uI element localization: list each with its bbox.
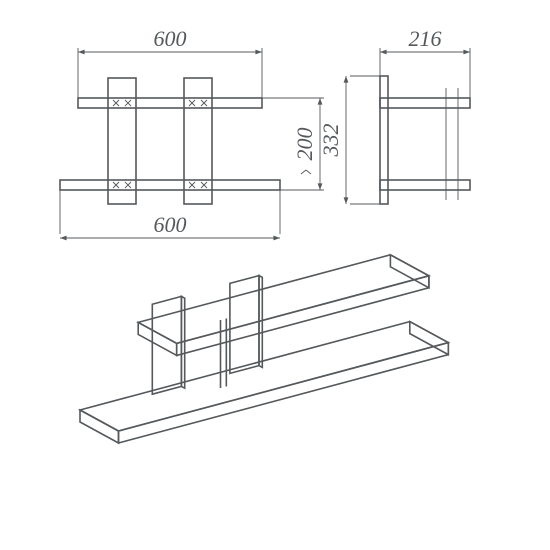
dim-side-height-label: 332 — [318, 124, 343, 158]
isometric-view — [80, 255, 448, 443]
technical-drawing: 600 600 200 216 332 — [0, 0, 550, 550]
front-upright-1 — [184, 78, 212, 204]
dim-front-top-label: 600 — [154, 26, 187, 51]
dim-front-top: 600 — [78, 26, 262, 98]
dim-side-width-label: 216 — [409, 26, 442, 51]
side-bottom-shelf — [380, 180, 470, 190]
front-top-shelf — [78, 98, 262, 108]
front-upright-0 — [108, 78, 136, 204]
dim-front-height-label: 200 — [292, 128, 317, 161]
dim-front-bottom-label: 600 — [154, 212, 187, 237]
dim-side-height: 332 — [318, 76, 380, 204]
side-top-shelf — [380, 98, 470, 108]
dim-front-bottom: 600 — [60, 190, 280, 240]
dim-front-height: 200 — [262, 98, 324, 190]
dim-side-width: 216 — [380, 26, 470, 98]
side-back-panel — [380, 76, 388, 204]
front-view: 600 600 200 — [60, 26, 324, 240]
front-bottom-shelf — [60, 180, 280, 190]
side-view: 216 332 — [318, 26, 470, 204]
